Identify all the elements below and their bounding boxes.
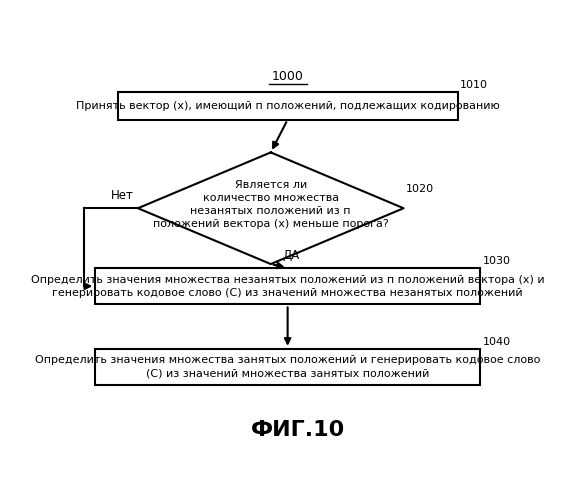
Text: Нет: Нет: [110, 190, 134, 202]
Text: 1030: 1030: [482, 256, 510, 266]
Bar: [95, 268, 480, 304]
Bar: [95, 349, 480, 386]
Text: 1000: 1000: [272, 70, 304, 82]
Polygon shape: [138, 152, 404, 264]
Text: 1040: 1040: [482, 337, 511, 347]
Text: 1010: 1010: [460, 80, 488, 90]
Bar: [117, 92, 458, 120]
Text: ФИГ.10: ФИГ.10: [250, 420, 345, 440]
Text: Является ли
количество множества
незанятых положений из п
положений вектора (x) : Является ли количество множества незанят…: [153, 180, 389, 229]
Text: Принять вектор (x), имеющий п положений, подлежащих кодированию: Принять вектор (x), имеющий п положений,…: [76, 101, 500, 111]
Text: ДА: ДА: [282, 249, 299, 262]
Text: Определить значения множества занятых положений и генерировать кодовое слово
(С): Определить значения множества занятых по…: [35, 356, 540, 378]
Text: 1020: 1020: [406, 184, 434, 194]
Text: Определить значения множества незанятых положений из п положений вектора (x) и
г: Определить значения множества незанятых …: [31, 274, 544, 298]
